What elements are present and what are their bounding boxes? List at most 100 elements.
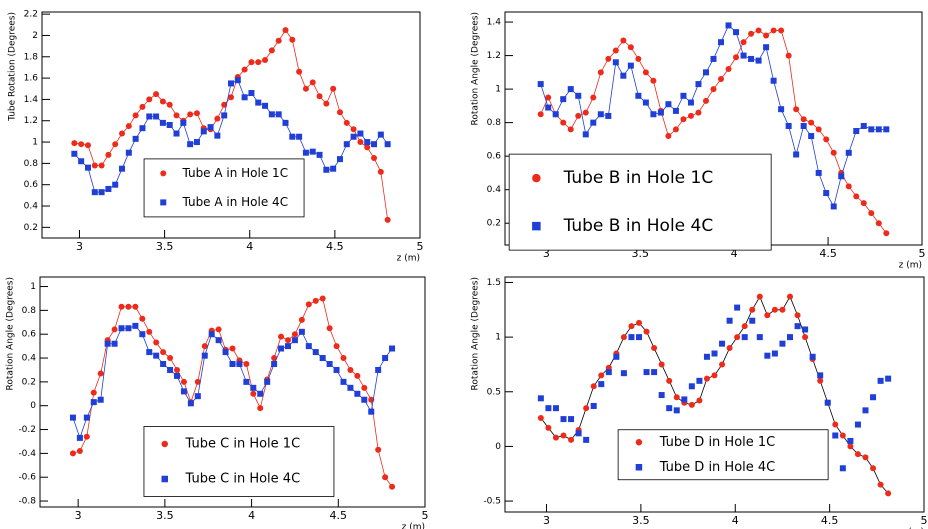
marker-square — [250, 384, 257, 391]
x-axis-label: z (m) — [397, 254, 420, 264]
marker-square — [868, 126, 875, 133]
marker-square — [681, 396, 688, 403]
marker-circle — [598, 372, 605, 379]
marker-square — [885, 375, 892, 382]
y-tick-label: 0.2 — [487, 219, 501, 229]
marker-square — [132, 322, 139, 329]
marker-circle — [733, 54, 740, 61]
marker-circle — [545, 424, 552, 431]
legend-label: Tube D in Hole 1C — [659, 435, 776, 450]
x-tick-label: 3.5 — [156, 240, 174, 253]
marker-circle — [282, 27, 289, 34]
marker-square — [680, 92, 687, 99]
marker-square — [613, 353, 620, 360]
marker-square — [575, 92, 582, 99]
y-tick-label: 0.8 — [22, 306, 37, 316]
y-tick-label: 1 — [32, 138, 38, 148]
marker-circle — [770, 27, 777, 34]
marker-square — [665, 101, 672, 108]
marker-square — [817, 372, 824, 379]
marker-square — [262, 102, 269, 109]
marker-square — [711, 350, 718, 357]
marker-circle — [323, 100, 330, 107]
marker-circle — [537, 415, 544, 421]
marker-circle — [343, 119, 350, 126]
marker-square — [319, 355, 326, 362]
marker-square — [234, 77, 241, 84]
marker-circle — [532, 173, 541, 183]
marker-square — [620, 72, 627, 79]
marker-square — [173, 130, 180, 137]
marker-circle — [582, 109, 589, 116]
marker-circle — [740, 39, 747, 46]
marker-square — [545, 405, 552, 412]
marker-circle — [350, 126, 357, 133]
legend-box — [143, 426, 335, 497]
marker-square — [568, 416, 575, 423]
x-tick-label: 4.5 — [330, 509, 348, 522]
x-tick-label: 4 — [731, 247, 738, 260]
marker-square — [628, 334, 635, 341]
marker-square — [532, 221, 541, 231]
legend-label: Tube B in Hole 4C — [563, 216, 714, 236]
marker-circle — [800, 116, 807, 123]
x-tick-label: 4 — [246, 240, 253, 253]
x-axis-label: z (m) — [899, 261, 922, 271]
marker-square — [160, 199, 167, 206]
y-tick-label: 1.6 — [24, 74, 39, 84]
y-tick-label: 1 — [30, 282, 36, 292]
marker-circle — [371, 155, 378, 162]
marker-circle — [823, 136, 830, 143]
marker-square — [590, 402, 597, 409]
y-tick-label: -0.8 — [18, 497, 36, 507]
marker-square — [343, 141, 350, 148]
marker-circle — [180, 378, 187, 385]
marker-circle — [361, 384, 368, 391]
marker-square — [590, 119, 597, 126]
marker-circle — [725, 65, 732, 72]
y-tick-label: 0 — [30, 401, 36, 411]
marker-circle — [228, 94, 234, 101]
marker-circle — [703, 375, 710, 382]
marker-circle — [620, 37, 627, 44]
marker-square — [268, 111, 275, 118]
y-tick-label: -0.2 — [18, 425, 36, 435]
marker-square — [627, 62, 634, 69]
marker-circle — [215, 326, 222, 333]
marker-circle — [718, 76, 725, 83]
marker-square — [552, 405, 559, 412]
marker-square — [336, 156, 343, 163]
marker-circle — [257, 405, 264, 412]
marker-square — [357, 130, 364, 137]
marker-square — [778, 106, 785, 113]
marker-circle — [719, 361, 726, 368]
marker-circle — [711, 372, 718, 379]
marker-square — [236, 360, 243, 367]
marker-circle — [243, 360, 250, 367]
marker-square — [104, 340, 111, 347]
marker-square — [854, 421, 861, 428]
y-tick-label: 2 — [32, 31, 38, 41]
marker-square — [278, 345, 285, 352]
x-tick-label: 3.5 — [156, 509, 174, 522]
marker-square — [658, 392, 665, 399]
marker-circle — [560, 432, 567, 439]
y-tick-label: 2.2 — [24, 10, 38, 20]
marker-square — [159, 119, 166, 126]
marker-circle — [364, 144, 371, 151]
marker-square — [710, 55, 717, 62]
marker-square — [330, 165, 337, 172]
y-tick-label: 1.2 — [487, 51, 501, 61]
marker-square — [870, 394, 877, 401]
y-tick-label: 1.4 — [487, 18, 502, 28]
marker-square — [201, 352, 208, 359]
legend-label: Tube A in Hole 1C — [181, 166, 288, 180]
marker-square — [105, 185, 112, 192]
marker-circle — [847, 443, 854, 450]
marker-circle — [687, 112, 694, 119]
marker-circle — [793, 106, 800, 113]
y-tick-label: 0.4 — [24, 202, 39, 212]
marker-circle — [885, 490, 892, 497]
marker-square — [264, 378, 271, 385]
marker-circle — [125, 123, 132, 130]
